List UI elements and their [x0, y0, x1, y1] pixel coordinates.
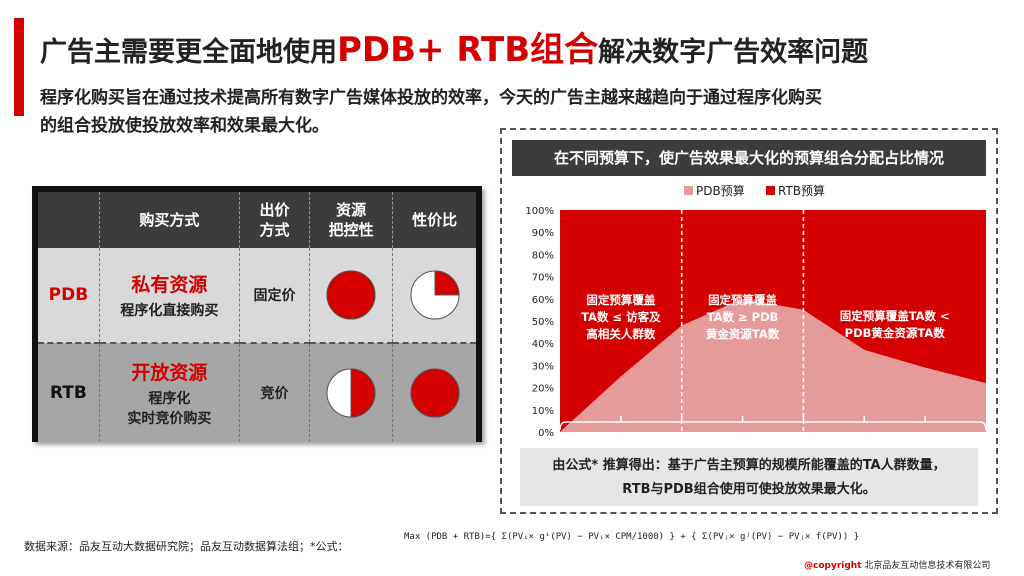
- y-tick-label: 80%: [532, 250, 554, 261]
- page-subtitle: 程序化购买旨在通过技术提高所有数字广告媒体投放的效率，今天的广告主越来越趋向于通…: [40, 84, 980, 140]
- y-tick-label: 60%: [532, 295, 554, 306]
- legend-swatch-0: [684, 186, 693, 195]
- value-cell-pdb: [392, 248, 476, 344]
- y-tick-label: 10%: [532, 406, 554, 417]
- y-tick-label: 40%: [532, 339, 554, 350]
- svg-text:TA数 ≥ PDB: TA数 ≥ PDB: [707, 310, 779, 324]
- control-cell-rtb: [309, 343, 394, 442]
- row-label-pdb: PDB: [38, 248, 100, 344]
- subtitle-line-1: 程序化购买旨在通过技术提高所有数字广告媒体投放的效率，今天的广告主越来越趋向于通…: [40, 88, 822, 108]
- svg-text:高相关人群数: 高相关人群数: [586, 327, 655, 341]
- pie-fill: [410, 368, 460, 418]
- comparison-table: 购买方式 出价 方式 资源 把控性 性价比 PDB 私有资源 程序化直接购买 固定价…: [32, 186, 482, 442]
- purchase-cell-rtb: 开放资源 程序化 实时竞价购买: [99, 343, 240, 442]
- budget-area-chart: PDB预算 RTB预算 0% 10% 20% 30% 40% 50% 60% 70% 80% 90% 1…: [525, 183, 987, 440]
- y-tick-label: 20%: [532, 384, 554, 395]
- pie-fill: [434, 270, 460, 296]
- table-header-row: 购买方式 出价 方式 资源 把控性 性价比: [38, 192, 476, 248]
- pie-value-rtb: [410, 368, 460, 418]
- segment-label-2: 固定预算覆盖TA数 < PDB黄金资源TA数: [840, 309, 950, 340]
- svg-text:固定预算覆盖: 固定预算覆盖: [586, 293, 655, 307]
- svg-text:固定预算覆盖TA数 <: 固定预算覆盖TA数 <: [840, 309, 950, 323]
- subtitle-line-2: 的组合投放使投放效率和效果最大化。: [40, 116, 329, 136]
- legend-swatch-1: [766, 186, 775, 195]
- note-line-1: 由公式* 推算得出：基于广告主预算的规模所能覆盖的TA人群数量，: [552, 458, 946, 473]
- price-cell-rtb: 竞价: [239, 343, 311, 442]
- formula-text: Max (PDB + RTB)={ Σ(PVᵢ× gⁱ(PV) − PVᵢ× C…: [404, 532, 860, 542]
- table-row-rtb: RTB 开放资源 程序化 实时竞价购买 竞价: [38, 343, 476, 442]
- svg-text:PDB黄金资源TA数: PDB黄金资源TA数: [845, 326, 946, 340]
- pie-fill: [326, 270, 376, 320]
- area-rtb: [560, 210, 986, 432]
- y-tick-label: 30%: [532, 361, 554, 372]
- chart-legend: PDB预算 RTB预算: [684, 183, 825, 198]
- legend-label-1: RTB预算: [778, 183, 825, 198]
- chart-panel-title: 在不同预算下，使广告效果最大化的预算组合分配占比情况: [512, 140, 986, 176]
- control-cell-pdb: [309, 248, 394, 344]
- resource-desc-rtb-1: 程序化: [148, 390, 191, 407]
- segment-bracket: [559, 416, 987, 431]
- purchase-cell-pdb: 私有资源 程序化直接购买: [99, 248, 240, 344]
- header-empty: [38, 192, 100, 248]
- header-bid-method: 出价 方式: [239, 192, 311, 248]
- svg-text:TA数 ≤ 访客及: TA数 ≤ 访客及: [581, 310, 661, 324]
- data-source: 数据来源：品友互动大数据研究院；品友互动数据算法组；*公式：: [24, 540, 349, 553]
- copyright-mark: @copyright: [804, 561, 862, 571]
- y-tick-label: 0%: [538, 428, 554, 439]
- header-cost-performance: 性价比: [392, 192, 476, 248]
- value-cell-rtb: [392, 343, 476, 442]
- copyright: @copyright 北京品友互动信息技术有限公司: [804, 558, 990, 571]
- area-pdb: [560, 298, 986, 432]
- copyright-text: 北京品友互动信息技术有限公司: [864, 561, 991, 571]
- title-accent-bar: [14, 18, 24, 116]
- legend-label-0: PDB预算: [696, 183, 745, 198]
- pie-control-pdb: [326, 270, 376, 320]
- y-tick-label: 90%: [532, 228, 554, 239]
- pie-control-rtb: [326, 368, 376, 418]
- chart-panel: 在不同预算下，使广告效果最大化的预算组合分配占比情况 PDB预算 RTB预算 0% 1…: [500, 128, 998, 514]
- resource-name-rtb: 开放资源: [131, 361, 208, 384]
- segment-label-1: 固定预算覆盖 TA数 ≥ PDB 黄金资源TA数: [706, 293, 780, 341]
- price-cell-pdb: 固定价: [239, 248, 311, 344]
- row-label-rtb: RTB: [38, 343, 100, 442]
- pie-fill: [350, 368, 376, 418]
- resource-desc-rtb-2: 实时竞价购买: [127, 410, 212, 427]
- y-tick-label: 50%: [532, 317, 554, 328]
- chart-conclusion-note: 由公式* 推算得出：基于广告主预算的规模所能覆盖的TA人群数量， RTB与PDB…: [520, 448, 978, 506]
- y-tick-label: 100%: [525, 206, 554, 217]
- note-line-2: RTB与PDB组合使用可使投放效果最大化。: [622, 482, 876, 497]
- svg-text:黄金资源TA数: 黄金资源TA数: [706, 327, 780, 341]
- resource-name-pdb: 私有资源: [131, 273, 208, 296]
- title-highlight: PDB+ RTB组合: [337, 30, 599, 70]
- resource-desc-pdb: 程序化直接购买: [120, 302, 219, 319]
- svg-text:固定预算覆盖: 固定预算覆盖: [708, 293, 777, 307]
- pie-value-pdb: [410, 270, 460, 320]
- page-title: 广告主需要更全面地使用PDB+ RTB组合解决数字广告效率问题: [40, 22, 868, 71]
- header-resource-control: 资源 把控性: [309, 192, 394, 248]
- title-suffix: 解决数字广告效率问题: [598, 37, 869, 68]
- table-row-pdb: PDB 私有资源 程序化直接购买 固定价: [38, 248, 476, 344]
- title-prefix: 广告主需要更全面地使用: [40, 37, 337, 68]
- header-purchase-method: 购买方式: [99, 192, 240, 248]
- y-tick-label: 70%: [532, 273, 554, 284]
